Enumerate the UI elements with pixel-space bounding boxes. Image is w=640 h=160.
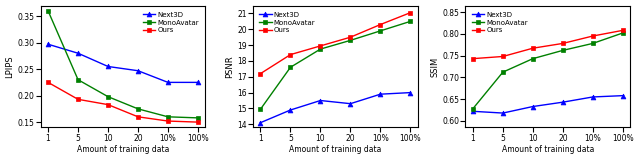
- MonoAvatar: [74, 79, 82, 81]
- Next3D: [74, 52, 82, 54]
- Ours: [589, 35, 596, 37]
- MonoAvatar: [134, 108, 142, 110]
- Line: MonoAvatar: MonoAvatar: [470, 31, 625, 111]
- Next3D: [134, 70, 142, 72]
- Ours: [317, 45, 324, 47]
- MonoAvatar: [164, 116, 172, 118]
- MonoAvatar: [376, 30, 384, 32]
- Next3D: [194, 81, 202, 83]
- Ours: [44, 81, 52, 83]
- Ours: [164, 120, 172, 122]
- Line: Ours: Ours: [45, 80, 200, 124]
- MonoAvatar: [499, 71, 507, 73]
- Ours: [619, 29, 627, 31]
- MonoAvatar: [619, 32, 627, 34]
- X-axis label: Amount of training data: Amount of training data: [289, 145, 381, 154]
- Next3D: [257, 122, 264, 124]
- Ours: [257, 73, 264, 75]
- Next3D: [164, 81, 172, 83]
- Ours: [469, 58, 477, 60]
- MonoAvatar: [257, 108, 264, 110]
- Line: MonoAvatar: MonoAvatar: [258, 19, 413, 112]
- Ours: [287, 54, 294, 56]
- X-axis label: Amount of training data: Amount of training data: [502, 145, 594, 154]
- MonoAvatar: [104, 96, 112, 98]
- Next3D: [317, 100, 324, 101]
- Ours: [499, 56, 507, 57]
- Ours: [74, 98, 82, 100]
- MonoAvatar: [287, 66, 294, 68]
- MonoAvatar: [317, 48, 324, 50]
- MonoAvatar: [529, 58, 537, 60]
- Line: Ours: Ours: [258, 10, 413, 76]
- MonoAvatar: [194, 117, 202, 119]
- Ours: [347, 36, 355, 38]
- Next3D: [104, 66, 112, 68]
- Ours: [559, 42, 566, 44]
- Ours: [194, 121, 202, 123]
- Ours: [104, 104, 112, 106]
- MonoAvatar: [347, 39, 355, 41]
- Legend: Next3D, MonoAvatar, Ours: Next3D, MonoAvatar, Ours: [257, 9, 318, 36]
- Y-axis label: SSIM: SSIM: [430, 56, 440, 77]
- Line: Next3D: Next3D: [258, 90, 413, 125]
- Y-axis label: LPIPS: LPIPS: [6, 55, 15, 78]
- Next3D: [619, 95, 627, 97]
- Y-axis label: PSNR: PSNR: [225, 55, 234, 78]
- Legend: Next3D, MonoAvatar, Ours: Next3D, MonoAvatar, Ours: [140, 9, 202, 36]
- Line: MonoAvatar: MonoAvatar: [45, 8, 200, 120]
- Next3D: [287, 109, 294, 111]
- MonoAvatar: [559, 49, 566, 51]
- Ours: [529, 47, 537, 49]
- X-axis label: Amount of training data: Amount of training data: [77, 145, 169, 154]
- Next3D: [529, 106, 537, 108]
- MonoAvatar: [469, 108, 477, 110]
- Ours: [134, 116, 142, 118]
- Next3D: [347, 103, 355, 105]
- Next3D: [376, 93, 384, 95]
- Next3D: [589, 96, 596, 98]
- Next3D: [499, 112, 507, 114]
- Next3D: [406, 92, 414, 94]
- Line: Next3D: Next3D: [45, 42, 200, 85]
- MonoAvatar: [406, 20, 414, 22]
- Next3D: [469, 110, 477, 112]
- Ours: [376, 24, 384, 25]
- Line: Ours: Ours: [470, 28, 625, 61]
- Ours: [406, 12, 414, 14]
- Next3D: [559, 101, 566, 103]
- MonoAvatar: [589, 42, 596, 44]
- Line: Next3D: Next3D: [470, 93, 625, 116]
- Legend: Next3D, MonoAvatar, Ours: Next3D, MonoAvatar, Ours: [469, 9, 531, 36]
- MonoAvatar: [44, 10, 52, 12]
- Next3D: [44, 43, 52, 45]
